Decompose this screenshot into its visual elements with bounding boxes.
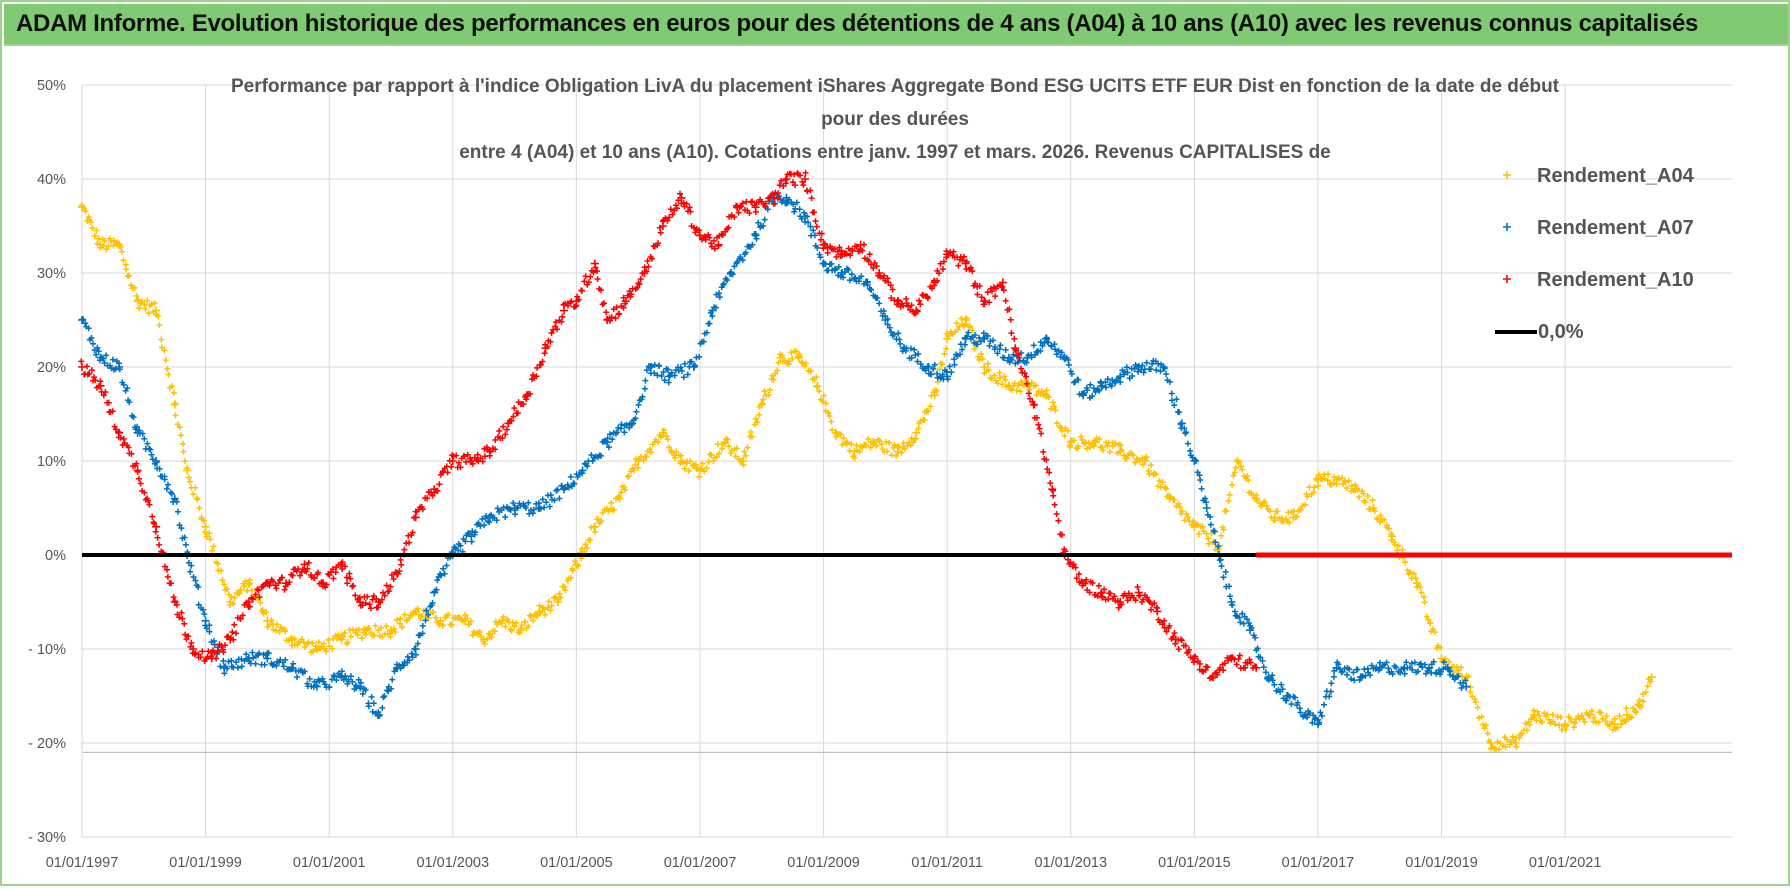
- y-tick-label: 10%: [37, 454, 66, 470]
- scatter-cloud: [78, 202, 1654, 753]
- y-tick-label: 0%: [45, 548, 66, 564]
- legend: Rendement_A04 Rendement_A07 Rendement_A10 0…: [1495, 165, 1695, 343]
- legend-item: Rendement_A10: [1503, 269, 1694, 291]
- x-tick-label: 01/01/2003: [416, 855, 489, 871]
- series-layer: [78, 169, 1732, 753]
- scatter-cloud: [79, 191, 1469, 726]
- x-tick-label: 01/01/2011: [911, 855, 983, 871]
- data-point: [980, 363, 989, 371]
- legend-item: Rendement_A04: [1503, 165, 1695, 187]
- data-point: [1116, 372, 1125, 381]
- y-tick-label: 30%: [37, 266, 66, 282]
- data-point: [912, 428, 921, 437]
- legend-item: Rendement_A07: [1503, 217, 1694, 239]
- series-rendement-a04: [78, 202, 1656, 753]
- grid-layer: [81, 84, 1732, 838]
- chart-title-line: Performance par rapport à l'indice Oblig…: [231, 76, 1560, 97]
- y-tick-label: - 20%: [28, 736, 66, 752]
- legend-swatch: [1503, 171, 1511, 179]
- x-tick-label: 01/01/2021: [1529, 855, 1602, 871]
- x-tick-label: 01/01/2005: [540, 855, 613, 871]
- report-banner-title: ADAM Informe. Evolution historique des p…: [16, 10, 1699, 37]
- data-point: [1048, 485, 1057, 494]
- y-tick-label: 50%: [37, 78, 66, 94]
- x-tick-label: 01/01/2019: [1405, 855, 1478, 871]
- axis-layer: 50% 40% 30% 20% 10% 0% - 10% - 20% - 30% 01/01/19…: [28, 78, 1601, 871]
- legend-label: Rendement_A10: [1537, 269, 1694, 291]
- series-rendement-a10: [78, 169, 1261, 682]
- data-point: [665, 372, 674, 381]
- legend-item: 0,0%: [1495, 321, 1584, 343]
- x-tick-label: 01/01/2009: [787, 855, 860, 871]
- x-tick-label: 01/01/2001: [293, 855, 366, 871]
- y-tick-label: - 10%: [28, 642, 66, 658]
- x-tick-label: 01/01/1997: [46, 855, 119, 871]
- legend-label: Rendement_A04: [1537, 165, 1695, 187]
- y-tick-label: - 30%: [28, 830, 66, 846]
- y-tick-label: 20%: [37, 360, 66, 376]
- x-tick-label: 01/01/2017: [1282, 855, 1355, 871]
- data-point: [300, 560, 309, 569]
- report-banner: ADAM Informe. Evolution historique des p…: [4, 4, 1788, 46]
- x-tick-label: 01/01/1999: [169, 855, 242, 871]
- data-point: [1202, 504, 1211, 512]
- chart-title: Performance par rapport à l'indice Oblig…: [231, 76, 1560, 163]
- series-rendement-a07: [78, 191, 1471, 729]
- scatter-cloud: [78, 169, 1258, 682]
- chart-title-line: pour des durées: [821, 109, 969, 130]
- x-tick-label: 01/01/2007: [664, 855, 737, 871]
- legend-label: 0,0%: [1538, 321, 1584, 343]
- data-point: [1462, 682, 1471, 691]
- x-tick-label: 01/01/2013: [1034, 855, 1107, 871]
- legend-swatch: [1503, 275, 1511, 283]
- data-point: [560, 306, 569, 315]
- data-point: [535, 607, 544, 616]
- x-tick-label: 01/01/2015: [1158, 855, 1231, 871]
- legend-label: Rendement_A07: [1537, 217, 1694, 239]
- y-tick-label: 40%: [37, 172, 66, 188]
- chart-title-line: entre 4 (A04) et 10 ans (A10). Cotations…: [459, 142, 1331, 163]
- legend-swatch: [1503, 223, 1511, 231]
